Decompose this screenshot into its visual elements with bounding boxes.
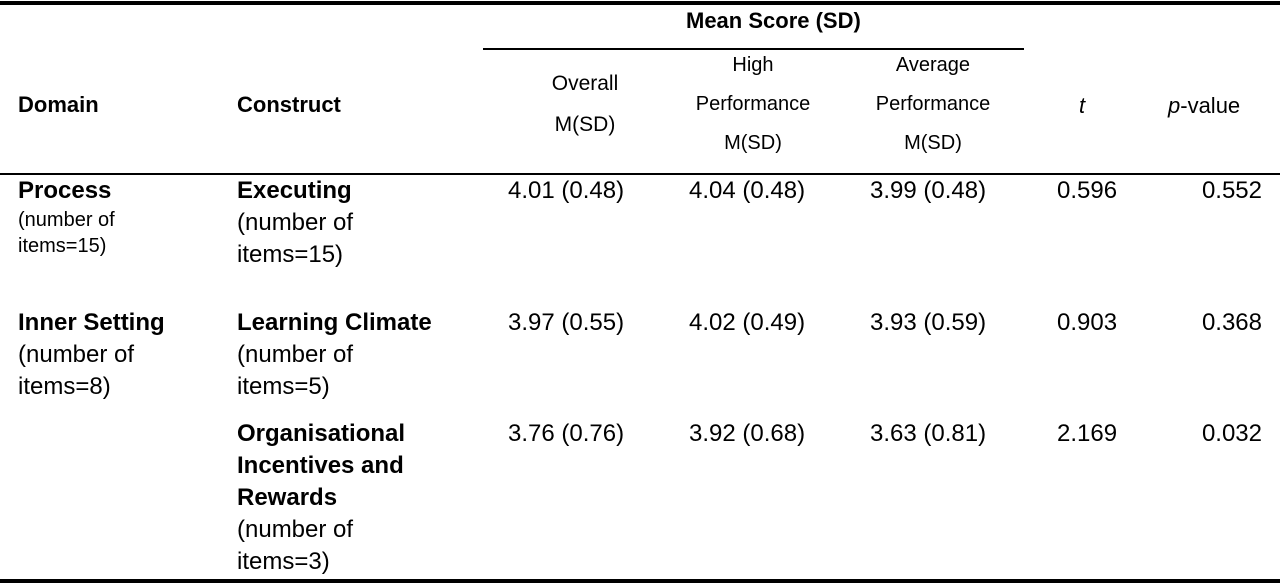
t-column-header: t xyxy=(1079,93,1086,118)
row-2-construct: Learning Climate (number of items=5) xyxy=(237,309,432,400)
high-performance-column-header: High Performance M(SD) xyxy=(695,54,811,154)
mean-score-group-header: Mean Score (SD) xyxy=(686,8,861,33)
row-2-overall: 3.97 (0.55) xyxy=(508,309,625,336)
row-3-average: 3.63 (0.81) xyxy=(870,420,987,447)
table-top-rule xyxy=(0,1,1280,5)
row-3-overall: 3.76 (0.76) xyxy=(508,420,625,447)
row-2-high: 4.02 (0.49) xyxy=(689,309,806,336)
row-2-average: 3.93 (0.59) xyxy=(870,309,987,336)
p-value-column-header: p-value xyxy=(1168,93,1241,118)
row-3-construct: Organisational Incentives and Rewards (n… xyxy=(237,420,406,575)
row-1-p: 0.552 xyxy=(1201,177,1262,204)
row-3-t: 2.169 xyxy=(1057,420,1118,447)
row-2-p: 0.368 xyxy=(1201,309,1262,336)
row-2-t: 0.903 xyxy=(1057,309,1118,336)
row-1-average: 3.99 (0.48) xyxy=(870,177,987,204)
row-2-domain: Inner Setting (number of items=8) xyxy=(18,309,165,400)
construct-column-header: Construct xyxy=(237,92,341,117)
domain-column-header: Domain xyxy=(18,92,99,117)
row-1-domain: Process (number of items=15) xyxy=(18,177,115,257)
row-3-high: 3.92 (0.68) xyxy=(689,420,806,447)
row-1-overall: 4.01 (0.48) xyxy=(508,177,625,204)
overall-column-header: Overall M(SD) xyxy=(551,72,619,136)
average-performance-column-header: Average Performance M(SD) xyxy=(875,54,991,154)
header-bottom-rule xyxy=(0,173,1280,175)
row-1-t: 0.596 xyxy=(1057,177,1118,204)
mean-score-group-rule xyxy=(483,48,1024,50)
row-1-construct: Executing (number of items=15) xyxy=(237,177,354,268)
row-1-high: 4.04 (0.48) xyxy=(689,177,806,204)
row-3-p: 0.032 xyxy=(1201,420,1262,447)
table-bottom-rule xyxy=(0,579,1280,583)
